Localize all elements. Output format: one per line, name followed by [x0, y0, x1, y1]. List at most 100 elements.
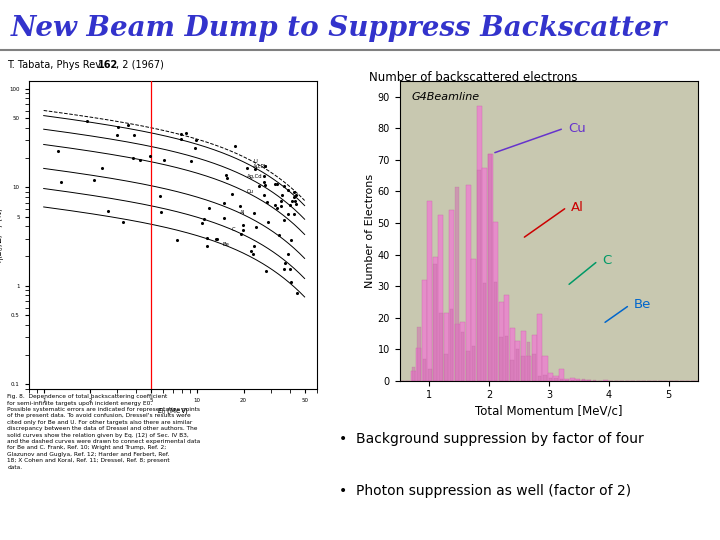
Bar: [559, 379, 563, 381]
Bar: [450, 309, 454, 381]
Point: [253, 181, 264, 190]
Point: [271, 180, 283, 188]
Bar: [544, 375, 546, 381]
Bar: [542, 356, 547, 381]
Bar: [559, 368, 564, 381]
Point: [204, 204, 215, 213]
Point: [241, 164, 253, 172]
Bar: [466, 185, 471, 381]
Point: [258, 191, 270, 200]
Point: [271, 204, 283, 212]
Bar: [549, 379, 552, 381]
Y-axis label: $\eta(E_0, Z, \infty)$ (%): $\eta(E_0, Z, \infty)$ (%): [0, 207, 6, 263]
Point: [235, 230, 247, 238]
Text: C: C: [602, 254, 611, 267]
Point: [81, 117, 92, 126]
Bar: [471, 259, 476, 381]
Bar: [510, 328, 515, 381]
Point: [202, 242, 213, 251]
Point: [190, 136, 202, 144]
Text: , 2 (1967): , 2 (1967): [117, 60, 164, 70]
Bar: [487, 154, 492, 381]
Bar: [461, 332, 464, 381]
Point: [96, 164, 107, 173]
Bar: [532, 354, 536, 381]
Bar: [538, 376, 541, 381]
Bar: [477, 106, 482, 381]
Point: [198, 214, 210, 223]
Bar: [548, 373, 553, 381]
Bar: [570, 378, 575, 381]
Bar: [494, 282, 498, 381]
Point: [289, 193, 300, 201]
Text: Ag,Cd: Ag,Cd: [247, 174, 262, 179]
Point: [176, 135, 187, 144]
Point: [237, 226, 248, 235]
Point: [229, 141, 240, 150]
Point: [128, 131, 140, 139]
Bar: [565, 380, 569, 381]
Text: •  Photon suppression as well (factor of 2): • Photon suppression as well (factor of …: [339, 484, 631, 498]
Bar: [427, 200, 432, 381]
Bar: [467, 351, 470, 381]
Point: [259, 181, 271, 190]
Bar: [582, 379, 585, 381]
Point: [171, 235, 183, 244]
Text: U: U: [253, 159, 257, 164]
Point: [282, 210, 294, 218]
Point: [246, 246, 257, 255]
Point: [290, 200, 302, 208]
Text: Be: Be: [634, 299, 651, 312]
Bar: [521, 356, 525, 381]
Bar: [564, 379, 570, 381]
Point: [155, 191, 166, 200]
Point: [127, 154, 138, 163]
Bar: [575, 379, 580, 381]
Bar: [417, 327, 420, 381]
Point: [284, 200, 296, 209]
Point: [53, 146, 64, 155]
Point: [288, 209, 300, 218]
Point: [135, 156, 146, 165]
Bar: [526, 356, 531, 381]
Point: [269, 200, 281, 209]
Bar: [516, 349, 519, 381]
Bar: [460, 322, 465, 381]
Bar: [433, 265, 437, 381]
Point: [258, 178, 269, 186]
Bar: [521, 331, 526, 381]
Point: [88, 176, 99, 185]
Point: [210, 235, 222, 244]
Point: [284, 265, 296, 273]
Bar: [500, 337, 503, 381]
Bar: [477, 170, 481, 381]
Bar: [488, 153, 492, 381]
Point: [111, 130, 122, 139]
Bar: [571, 380, 575, 381]
Point: [278, 182, 289, 191]
Point: [237, 220, 248, 229]
Bar: [482, 168, 487, 381]
Point: [249, 165, 261, 173]
Text: Fig. 8.  Dependence of total backscattering coefficient
for semi-infinite target: Fig. 8. Dependence of total backscatteri…: [7, 394, 200, 470]
Bar: [515, 341, 520, 381]
Point: [248, 208, 260, 217]
Point: [158, 156, 170, 165]
Text: C: C: [232, 227, 235, 232]
Text: Au,Pb: Au,Pb: [253, 164, 269, 169]
Point: [189, 144, 200, 152]
Bar: [422, 280, 427, 381]
Bar: [498, 302, 503, 381]
Point: [248, 249, 259, 258]
Point: [282, 186, 294, 194]
Point: [279, 259, 290, 268]
Point: [260, 267, 271, 276]
Point: [286, 235, 297, 244]
Point: [212, 234, 223, 243]
Point: [286, 278, 297, 286]
Bar: [449, 211, 454, 381]
Point: [248, 241, 260, 250]
Point: [221, 174, 233, 183]
Point: [181, 129, 192, 138]
Bar: [455, 325, 460, 381]
